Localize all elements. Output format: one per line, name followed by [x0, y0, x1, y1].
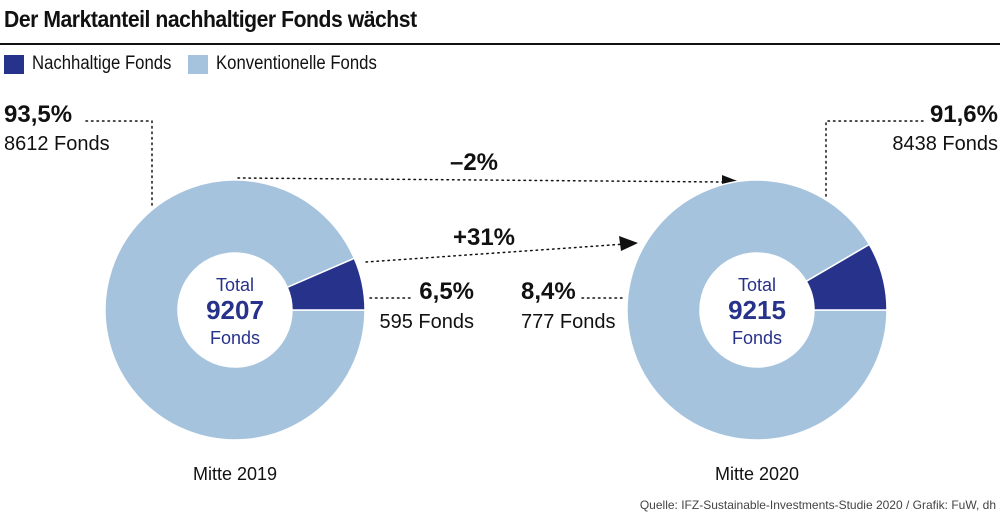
- legend-swatch-conventional: [188, 54, 208, 74]
- label-2019-conventional-percent: 93,5%: [4, 101, 72, 128]
- chart-title: Der Marktanteil nachhaltiger Fonds wächs…: [4, 6, 417, 32]
- period-label-2020: Mitte 2020: [715, 464, 799, 484]
- legend-item-conventional: Konventionelle Fonds: [188, 53, 399, 75]
- legend-item-sustainable: Nachhaltige Fonds: [4, 53, 190, 75]
- arrow-line-conventional: [237, 177, 723, 183]
- label-2020-sustainable-percent: 8,4%: [521, 278, 576, 305]
- label-2020-conventional-count: 8438 Fonds: [892, 133, 998, 155]
- donut-2019-sustainable-segment: [286, 257, 366, 311]
- arrow-line-sustainable: [365, 243, 627, 263]
- title-rule: [0, 43, 1000, 45]
- donut-2020-center-value: 9215: [728, 295, 786, 325]
- donut-2020: Total 9215 Fonds: [626, 179, 888, 441]
- legend-label-sustainable: Nachhaltige Fonds: [32, 53, 172, 74]
- source-note: Quelle: IFZ-Sustainable-Investments-Stud…: [639, 498, 996, 512]
- label-2019-conventional-count: 8612 Fonds: [4, 133, 110, 155]
- legend-swatch-sustainable: [4, 54, 24, 74]
- leader-2020-conventional: [825, 120, 924, 199]
- donut-2020-conventional-segment: [626, 179, 888, 441]
- period-label-2019: Mitte 2019: [193, 464, 277, 484]
- change-sustainable-label: +31%: [453, 224, 515, 251]
- donut-2019: Total 9207 Fonds: [104, 179, 366, 441]
- donut-2019-center-value: 9207: [206, 295, 264, 325]
- leader-2019-conventional: [85, 120, 153, 209]
- donut-2020-sustainable-segment: [805, 243, 888, 311]
- label-2020-sustainable-count: 777 Fonds: [521, 311, 616, 333]
- legend-label-conventional: Konventionelle Fonds: [216, 53, 377, 74]
- donut-2019-center-bottom: Fonds: [210, 328, 260, 348]
- leader-lines: [85, 120, 924, 299]
- donut-2020-center-top: Total: [738, 275, 776, 295]
- label-2019-sustainable-count: 595 Fonds: [379, 311, 474, 333]
- donut-2020-center-bottom: Fonds: [732, 328, 782, 348]
- arrowhead-sustainable: [619, 236, 638, 251]
- donut-2019-conventional-segment: [104, 179, 366, 441]
- label-2019-sustainable-percent: 6,5%: [419, 278, 474, 305]
- donut-2019-center-top: Total: [216, 275, 254, 295]
- change-conventional-label: –2%: [450, 149, 498, 176]
- label-2020-conventional-percent: 91,6%: [930, 101, 998, 128]
